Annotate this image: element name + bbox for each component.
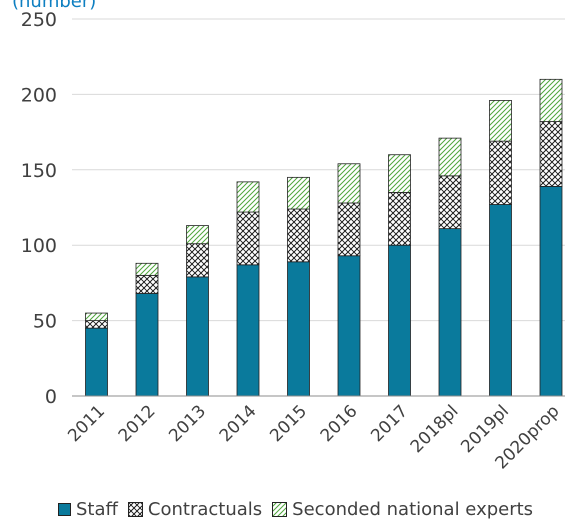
bar-segment-staff	[287, 261, 310, 397]
bar-segment-seconded-national-experts	[236, 181, 260, 213]
y-tick-label: 100	[21, 235, 57, 257]
x-tick-label: 2011	[64, 401, 109, 446]
bar-segment-seconded-national-experts	[337, 163, 361, 204]
bar-segment-staff	[539, 185, 563, 397]
bar-segment-staff	[438, 228, 462, 397]
bar-segment-contractuals	[539, 121, 563, 187]
bar-segment-seconded-national-experts	[135, 262, 159, 276]
x-tick-label: 2015	[266, 401, 311, 446]
legend-label-seconded: Seconded national experts	[292, 499, 534, 520]
bar-segment-contractuals	[85, 320, 108, 329]
bar-segment-contractuals	[489, 140, 512, 205]
x-tick-label: 2012	[115, 401, 160, 446]
x-tick-label: 2018pl	[407, 401, 463, 457]
legend-label-staff: Staff	[76, 499, 118, 520]
bar-segment-staff	[337, 255, 361, 397]
y-tick-label: 50	[33, 311, 57, 333]
legend-item-contractuals: Contractuals	[127, 499, 263, 520]
bar-segment-staff	[388, 244, 411, 397]
bar-segment-staff	[85, 327, 108, 397]
legend-label-contractuals: Contractuals	[147, 499, 263, 520]
legend-item-staff: Staff	[58, 499, 118, 520]
bar-segment-contractuals	[438, 175, 462, 230]
bar-segment-staff	[489, 204, 512, 397]
bar-segment-staff	[135, 293, 159, 397]
bar-segment-seconded-national-experts	[287, 176, 310, 210]
x-tick-label: 2016	[317, 401, 362, 446]
bar-segment-contractuals	[388, 192, 411, 246]
bar-segment-seconded-national-experts	[539, 78, 563, 122]
bar-segment-staff	[236, 264, 260, 397]
x-tick-label: 2017	[367, 401, 412, 446]
bar-segment-contractuals	[236, 211, 260, 266]
bar-segment-contractuals	[337, 202, 361, 257]
bar-segment-staff	[186, 276, 209, 397]
bar-segment-contractuals	[135, 274, 159, 294]
unit-label: (number)	[12, 0, 97, 12]
bar-segment-seconded-national-experts	[186, 225, 209, 245]
legend-item-seconded: Seconded national experts	[272, 499, 533, 520]
legend-swatch-contractuals	[127, 502, 143, 517]
legend: Staff Contractuals Seconded national exp…	[58, 499, 543, 520]
y-tick-label: 0	[45, 386, 57, 408]
y-tick-label: 200	[21, 84, 57, 106]
bar-segment-seconded-national-experts	[388, 154, 411, 193]
y-tick-label: 250	[21, 9, 57, 31]
x-tick-label: 2013	[165, 401, 210, 446]
bar-segment-seconded-national-experts	[489, 100, 512, 142]
x-tick-label: 2014	[216, 401, 261, 446]
bar-segment-contractuals	[287, 208, 310, 263]
y-tick-label: 150	[21, 160, 57, 182]
bar-segment-contractuals	[186, 243, 209, 278]
legend-swatch-seconded	[272, 502, 288, 517]
legend-swatch-staff	[58, 503, 71, 516]
bar-segment-seconded-national-experts	[85, 312, 108, 321]
bar-segment-seconded-national-experts	[438, 137, 462, 177]
